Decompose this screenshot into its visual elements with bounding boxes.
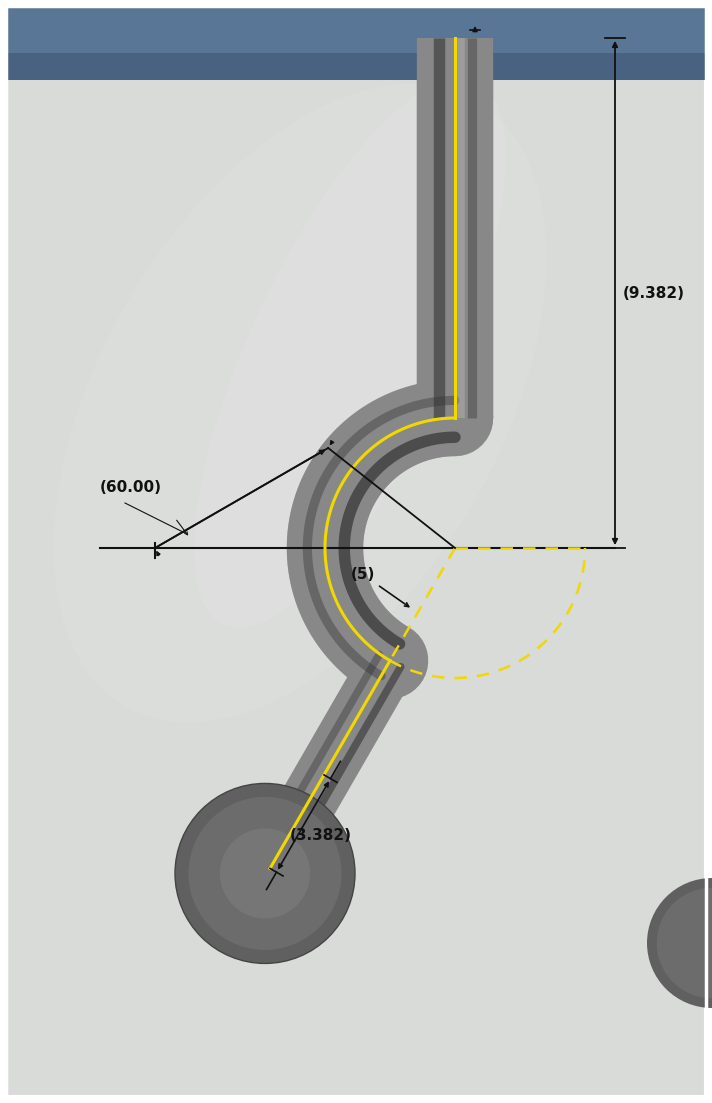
- Ellipse shape: [54, 84, 546, 722]
- Ellipse shape: [194, 78, 506, 628]
- Circle shape: [647, 878, 712, 1008]
- Bar: [6, 6, 706, 81]
- Text: (5): (5): [350, 567, 409, 607]
- Text: (3.382): (3.382): [290, 828, 352, 843]
- Circle shape: [656, 888, 712, 998]
- Circle shape: [189, 797, 342, 950]
- Text: (60.00): (60.00): [100, 481, 162, 495]
- Circle shape: [220, 828, 310, 919]
- Text: (9.382): (9.382): [623, 286, 685, 300]
- Bar: [6, 6, 706, 53]
- Circle shape: [175, 783, 355, 963]
